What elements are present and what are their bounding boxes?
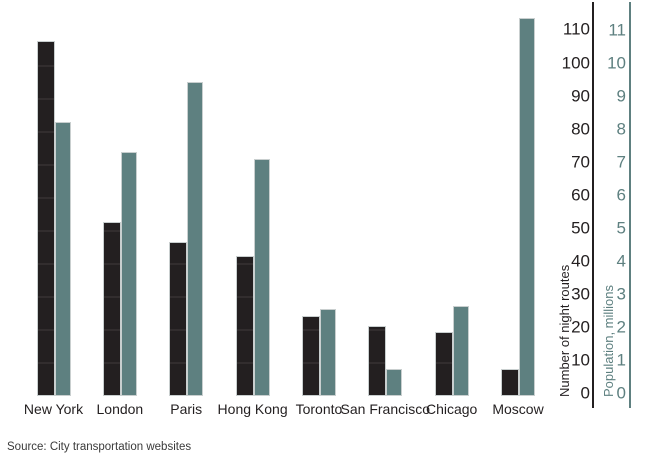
category-label: Toronto [295,401,343,417]
category-label: Paris [170,401,203,417]
population-axis-tick-label: 0 [616,383,626,403]
routes-axis-tick-label: 90 [571,86,590,106]
population-axis-tick-label: 10 [607,53,626,72]
bar-population [386,369,403,396]
routes-axis-tick-label: 40 [571,251,590,271]
category-label: Chicago [425,401,478,417]
bar-night-routes [36,41,55,396]
population-axis-tick-label: 1 [616,350,626,370]
routes-axis-tick-label: 0 [580,383,590,403]
routes-axis-title: Number of night routes [557,264,572,397]
bar-population [187,81,204,396]
bar-population [519,18,536,396]
routes-axis-tick-label: 100 [561,53,590,72]
source-note: Source: City transportation websites [7,441,192,453]
population-axis-tick-label: 5 [616,218,626,238]
category-label: Moscow [492,401,544,417]
population-axis-tick-label: 7 [616,152,626,172]
category-label: Hong Kong [217,401,288,417]
routes-axis-tick-label: 50 [571,218,590,238]
population-axis-line [629,2,631,408]
routes-axis-tick-label: 70 [571,152,590,172]
routes-axis-line [592,2,594,408]
population-axis-tick-label: 3 [616,284,626,304]
bar-night-routes [368,325,387,396]
population-axis-tick-label: 6 [616,185,626,205]
bar-night-routes [434,332,453,396]
routes-axis-tick-label: 80 [571,119,590,139]
bar-population [452,305,469,396]
routes-axis-tick-label: 60 [571,185,590,205]
population-axis-tick-label: 4 [616,251,626,271]
bar-population [120,151,137,396]
bar-night-routes [102,222,121,396]
routes-axis-tick-label: 30 [571,284,590,304]
population-axis-tick-label: 9 [616,86,626,106]
bar-night-routes [235,255,254,396]
bar-population [253,158,270,396]
bar-population [54,121,71,396]
routes-axis-tick-label: 20 [571,317,590,337]
routes-axis-tick-label: 10 [571,350,590,370]
routes-axis-tick-label: 110 [562,19,590,39]
population-axis-tick-label: 8 [616,119,626,139]
category-label: San Francisco [340,401,431,417]
population-axis-title: Population, millions [601,284,616,397]
bar-night-routes [301,315,320,396]
category-label: New York [23,401,84,417]
category-label: London [96,401,144,417]
bar-night-routes [501,369,520,396]
population-axis-tick-label: 11 [608,20,626,39]
population-axis-tick-label: 2 [616,317,626,337]
bar-night-routes [169,242,188,396]
bar-population [319,309,336,396]
